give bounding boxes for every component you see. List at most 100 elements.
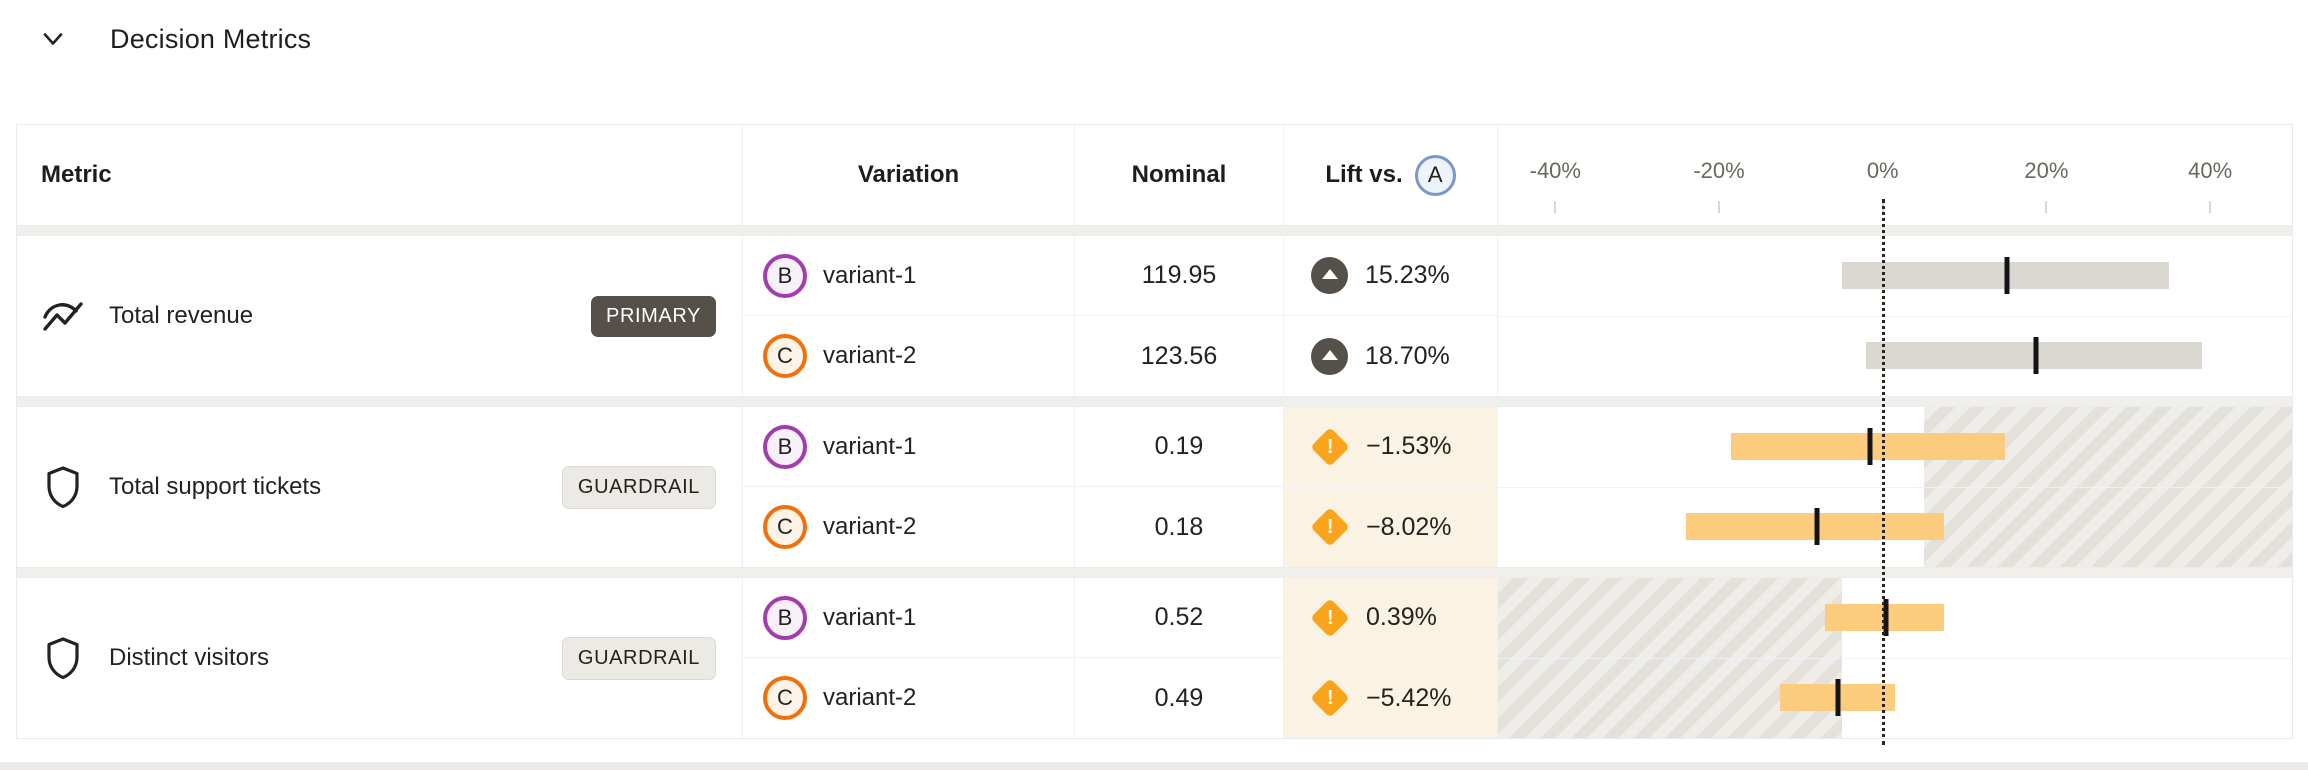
metric-cell: Total revenue PRIMARY — [17, 236, 742, 396]
lift-cell: −1.53% — [1283, 407, 1497, 487]
axis-tick-label: -20% — [1693, 158, 1745, 183]
baseline-variation-badge[interactable]: A — [1414, 154, 1456, 196]
variation-name: variant-2 — [823, 342, 917, 369]
variation-key-badge: B — [763, 253, 807, 298]
lift-estimate-marker — [1883, 599, 1889, 636]
group-separator — [17, 396, 2292, 407]
confidence-interval-bar — [1780, 679, 1895, 716]
axis-tick-label: -40% — [1529, 158, 1581, 183]
section-title: Decision Metrics — [110, 23, 312, 54]
confidence-interval-bar — [1866, 337, 2202, 374]
metric-cell: Total support tickets GUARDRAIL — [17, 407, 742, 567]
lift-value: −8.02% — [1366, 512, 1452, 541]
metric-group-total-revenue: Total revenue PRIMARY B variant-1 119.95… — [17, 236, 2292, 396]
chart-row — [1498, 578, 2292, 658]
chart-axis-header: -40% -20% 0% 20% 40% — [1497, 125, 2292, 225]
section-header: Decision Metrics — [36, 22, 311, 56]
warning-diamond-icon — [1310, 597, 1350, 638]
confidence-interval-bar — [1731, 428, 2006, 465]
nominal-value: 0.49 — [1074, 658, 1283, 738]
metric-group-distinct-visitors: Distinct visitors GUARDRAIL B variant-1 … — [17, 578, 2292, 738]
variation-key-badge: B — [763, 595, 807, 640]
lift-value: 15.23% — [1365, 261, 1450, 289]
metric-role-badge: GUARDRAIL — [561, 636, 716, 680]
variation-name: variant-1 — [823, 432, 917, 460]
axis-tick-mark — [1718, 201, 1720, 213]
column-header-nominal: Nominal — [1074, 125, 1283, 225]
axis-tick-mark — [1554, 201, 1557, 213]
variation-key-badge: C — [763, 505, 807, 549]
lift-value: −5.42% — [1366, 683, 1452, 712]
column-header-metric: Metric — [41, 161, 112, 188]
metric-group-total-support-tickets: Total support tickets GUARDRAIL B varian… — [17, 407, 2292, 567]
confidence-interval-bar — [1686, 508, 1945, 545]
lift-cell: 0.39% — [1283, 578, 1497, 658]
row-divider — [1498, 487, 2292, 488]
decision-metrics-table: Metric Variation Nominal Lift vs. A -40%… — [16, 124, 2293, 739]
nominal-value: 119.95 — [1074, 236, 1283, 316]
axis-tick-label: 20% — [2024, 158, 2069, 183]
row-divider — [1498, 658, 2292, 659]
axis-tick-mark — [2045, 201, 2048, 213]
variation-key-badge: B — [763, 424, 807, 469]
lift-cell: −5.42% — [1283, 658, 1497, 738]
variation-key-badge: C — [763, 676, 807, 720]
zero-baseline-line — [1882, 199, 1886, 745]
axis-tick-label: 40% — [2188, 158, 2233, 183]
metric-cell: Distinct visitors GUARDRAIL — [17, 578, 742, 738]
metric-name: Total support tickets — [109, 473, 322, 500]
variation-key-badge: C — [763, 334, 807, 378]
chart-row — [1498, 487, 2292, 567]
lift-estimate-marker — [1835, 679, 1841, 716]
warning-diamond-icon — [1310, 678, 1350, 718]
arrow-up-circle-icon — [1311, 337, 1348, 375]
chevron-down-icon[interactable] — [36, 22, 70, 56]
lift-value: 18.70% — [1365, 341, 1450, 370]
variation-name: variant-1 — [823, 603, 917, 631]
variation-cell: B variant-1 — [742, 578, 1074, 658]
variation-cell: B variant-1 — [742, 407, 1074, 487]
warning-diamond-icon — [1310, 426, 1350, 467]
metric-name: Distinct visitors — [109, 644, 270, 671]
warning-diamond-icon — [1310, 507, 1350, 547]
chart-row — [1498, 316, 2292, 396]
shield-icon — [41, 636, 85, 680]
group-separator — [17, 225, 2292, 236]
shield-icon — [41, 465, 85, 509]
column-header-variation: Variation — [742, 125, 1074, 225]
lift-estimate-marker — [1867, 428, 1873, 465]
metric-name: Total revenue — [109, 302, 254, 329]
variation-cell: C variant-2 — [742, 316, 1074, 396]
variation-name: variant-2 — [823, 684, 917, 711]
nominal-value: 0.52 — [1074, 578, 1283, 658]
column-header-lift: Lift vs. A — [1283, 125, 1497, 225]
table-header-row: Metric Variation Nominal Lift vs. A -40%… — [17, 125, 2292, 225]
lift-cell: 18.70% — [1283, 316, 1497, 396]
lift-chart — [1497, 578, 2292, 738]
lift-estimate-marker — [2033, 337, 2039, 374]
lift-value: 0.39% — [1366, 603, 1437, 631]
confidence-interval-bar — [1841, 257, 2170, 294]
chart-row — [1498, 236, 2292, 316]
variation-cell: B variant-1 — [742, 236, 1074, 316]
lift-vs-label: Lift vs. — [1325, 161, 1403, 188]
lift-cell: −8.02% — [1283, 487, 1497, 567]
variation-name: variant-2 — [823, 513, 917, 540]
chart-row — [1498, 407, 2292, 487]
next-section-edge — [0, 762, 2308, 770]
nominal-value: 0.18 — [1074, 487, 1283, 567]
lift-value: −1.53% — [1366, 432, 1452, 460]
lift-estimate-marker — [1814, 508, 1820, 545]
group-separator — [17, 567, 2292, 578]
variation-cell: C variant-2 — [742, 658, 1074, 738]
variation-name: variant-1 — [823, 261, 917, 289]
arrow-up-circle-icon — [1311, 257, 1348, 294]
metric-role-badge: GUARDRAIL — [561, 465, 716, 509]
row-divider — [1498, 316, 2292, 317]
lift-estimate-marker — [2004, 257, 2010, 294]
axis-tick-mark — [2209, 201, 2212, 213]
lift-chart — [1497, 407, 2292, 567]
nominal-value: 123.56 — [1074, 316, 1283, 396]
variation-cell: C variant-2 — [742, 487, 1074, 567]
